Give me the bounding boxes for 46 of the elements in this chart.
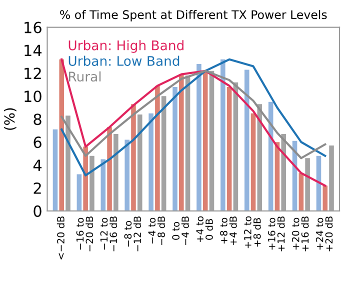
y-tick-label: 12 <box>24 68 41 79</box>
text: Rural <box>69 71 101 82</box>
chart-title: % of Time Spent at Different TX Power Levels <box>60 10 327 22</box>
line-series <box>60 70 326 160</box>
x-tick-label: +24 to +20 dB <box>316 216 333 252</box>
x-tick-label: −16 to −20 dB <box>76 216 94 252</box>
x-tick-label: −12 to −16 dB <box>100 216 118 252</box>
bar <box>107 127 112 211</box>
bar <box>124 140 130 211</box>
bar <box>298 173 304 211</box>
x-tick-label: +16 to +12 dB <box>268 216 285 252</box>
bar <box>250 113 256 211</box>
y-tick-label: 2 <box>34 182 41 194</box>
bar <box>196 64 202 211</box>
bar <box>244 70 250 211</box>
y-axis-title: (%) <box>4 108 16 130</box>
x-tick-label: +8 to +4 dB <box>220 216 237 246</box>
x-tick-label: +12 to +8 dB <box>244 216 261 248</box>
bar <box>172 86 178 211</box>
bar <box>202 70 208 211</box>
y-tick-label: 10 <box>24 90 42 102</box>
y-tick-label: 14 <box>24 44 42 56</box>
y-tick-label: 0 <box>34 205 42 217</box>
y-tick-label: 4 <box>33 160 42 171</box>
x-tick-label: +4 to 0 dB <box>196 216 213 242</box>
bar <box>59 59 64 211</box>
y-tick-label: 6 <box>34 136 42 148</box>
x-tick-label: 0 to −4 dB <box>172 216 189 246</box>
y-tick-label: 16 <box>24 22 42 34</box>
bar <box>220 59 226 211</box>
bar <box>179 74 184 211</box>
series-label: Urban: High Band <box>68 40 184 53</box>
bar <box>131 104 136 211</box>
bar <box>155 86 160 211</box>
y-tick-label: 8 <box>34 114 42 126</box>
x-tick-label: <−20 dB <box>56 216 64 260</box>
bar <box>322 186 328 211</box>
bar <box>52 129 58 211</box>
bar <box>148 113 154 211</box>
bar <box>226 86 232 211</box>
bar <box>100 159 106 211</box>
x-tick-label: +20 to +16 dB <box>292 216 309 252</box>
series-label: Urban: Low Band <box>68 56 180 66</box>
bar <box>76 174 82 211</box>
x-tick-label: −4 to −8 dB <box>148 216 165 246</box>
x-tick-label: −8 to −12 dB <box>124 216 142 252</box>
